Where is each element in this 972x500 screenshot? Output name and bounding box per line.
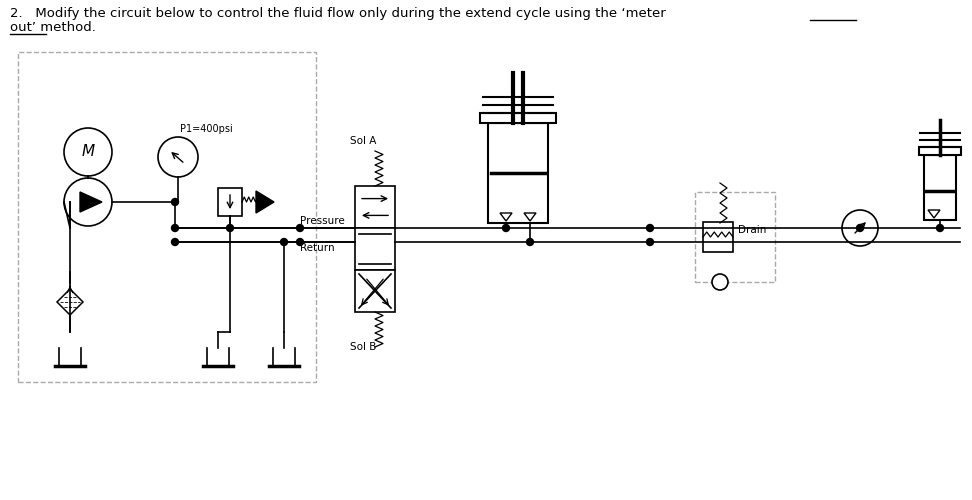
Bar	[480, 113, 556, 123]
Text: 2.   Modify the circuit below to control the fluid flow only during the extend c: 2. Modify the circuit below to control t…	[10, 7, 666, 20]
Circle shape	[281, 238, 288, 246]
Circle shape	[296, 224, 303, 232]
Bar	[488, 123, 548, 223]
Text: P1=400psi: P1=400psi	[180, 124, 232, 134]
Text: out’ method.: out’ method.	[10, 21, 96, 34]
Polygon shape	[57, 289, 83, 315]
Circle shape	[171, 238, 179, 246]
Circle shape	[856, 224, 863, 232]
Circle shape	[171, 198, 179, 205]
Circle shape	[842, 210, 878, 246]
Circle shape	[171, 224, 179, 232]
Circle shape	[64, 128, 112, 176]
Bar	[18, 52, 316, 382]
Bar	[218, 188, 242, 216]
Bar	[355, 270, 395, 312]
Text: Sol A: Sol A	[350, 136, 376, 146]
Text: Drain: Drain	[738, 225, 766, 235]
Bar	[355, 228, 395, 270]
Circle shape	[646, 238, 653, 246]
Polygon shape	[256, 191, 274, 213]
Circle shape	[527, 238, 534, 246]
Circle shape	[646, 224, 653, 232]
Circle shape	[503, 224, 509, 232]
Bar	[919, 147, 961, 155]
Circle shape	[936, 224, 944, 232]
Circle shape	[296, 238, 303, 246]
Circle shape	[712, 274, 728, 290]
Circle shape	[158, 137, 198, 177]
Bar	[355, 186, 395, 228]
Text: Return: Return	[300, 243, 334, 253]
Circle shape	[226, 224, 233, 232]
Polygon shape	[524, 213, 536, 221]
Text: Sol B: Sol B	[350, 342, 376, 352]
Polygon shape	[80, 192, 102, 212]
Polygon shape	[928, 210, 940, 218]
Circle shape	[64, 178, 112, 226]
Bar	[703, 222, 733, 252]
Text: Pressure: Pressure	[300, 216, 345, 226]
Bar	[924, 155, 956, 220]
Polygon shape	[500, 213, 512, 221]
Bar	[695, 192, 775, 282]
Text: M: M	[82, 144, 94, 160]
